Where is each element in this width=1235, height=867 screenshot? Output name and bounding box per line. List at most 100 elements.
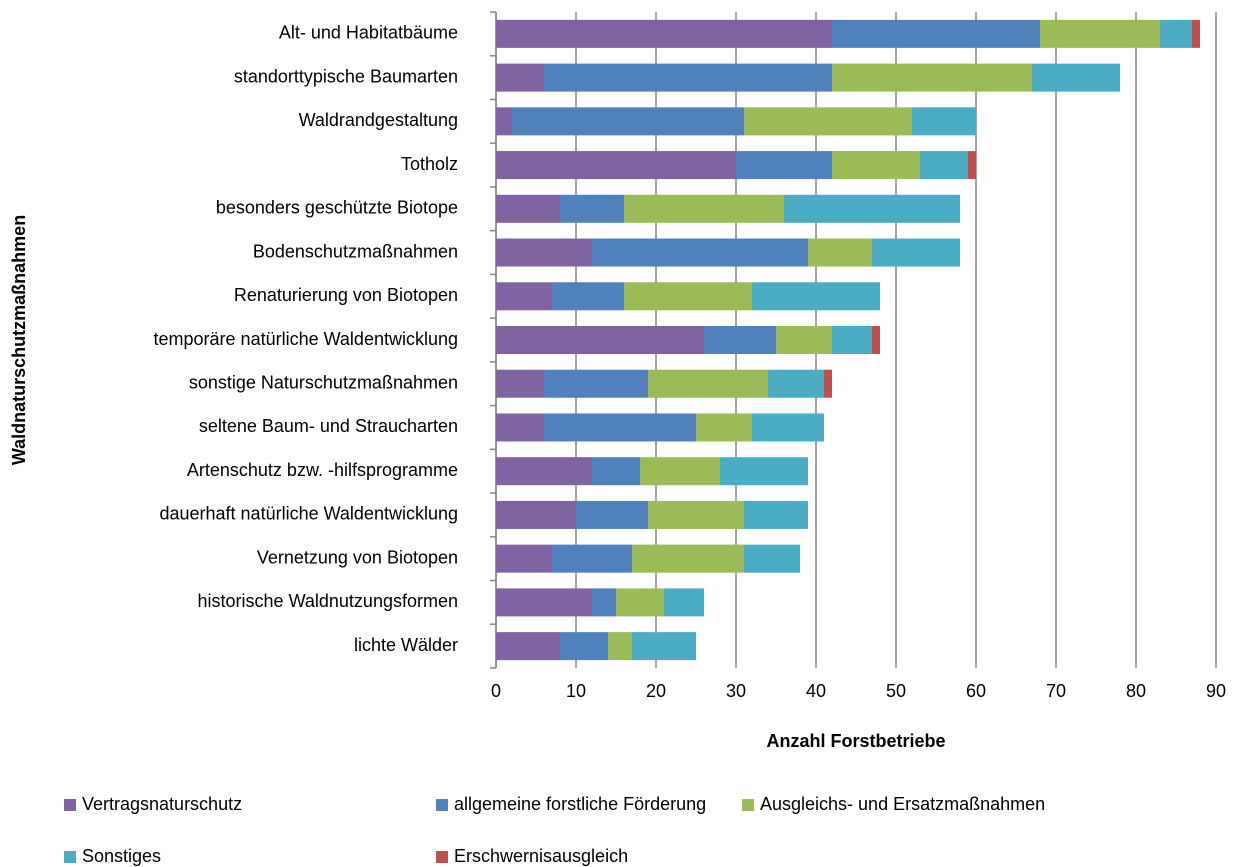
bar-segment <box>696 413 752 442</box>
bar-segment <box>624 194 784 223</box>
bar-segment <box>832 19 1040 48</box>
bar-segment <box>496 194 560 223</box>
bar-segment <box>496 369 544 398</box>
bar-segment <box>496 500 576 529</box>
bar-segment <box>1040 19 1160 48</box>
bar-segment <box>648 369 768 398</box>
y-tick-label: sonstige Naturschutzmaßnahmen <box>189 372 458 392</box>
bar-segment <box>496 238 592 267</box>
bar-segment <box>640 457 720 486</box>
bar-segment <box>872 238 960 267</box>
y-tick-label: Bodenschutzmaßnahmen <box>253 241 458 261</box>
bar-segment <box>664 588 704 617</box>
y-tick-label: temporäre natürliche Waldentwicklung <box>154 329 458 349</box>
legend-swatch <box>436 799 448 811</box>
bar-segment <box>576 500 648 529</box>
bar-segment <box>616 588 664 617</box>
bar-segment <box>512 107 744 136</box>
bar-segment <box>824 369 832 398</box>
x-tick-label: 70 <box>1046 681 1066 701</box>
bar-segment <box>648 500 744 529</box>
bar-segment <box>752 413 824 442</box>
x-tick-label: 80 <box>1126 681 1146 701</box>
y-axis-title: Waldnaturschutzmaßnahmen <box>9 215 29 465</box>
bar-segment <box>544 413 696 442</box>
legend-label: Ausgleichs- und Ersatzmaßnahmen <box>760 794 1045 814</box>
bar-segment <box>496 63 544 92</box>
bar-segment <box>552 544 632 573</box>
y-tick-label: besonders geschützte Biotope <box>216 198 458 218</box>
x-tick-label: 30 <box>726 681 746 701</box>
bar-segment <box>496 107 512 136</box>
y-tick-label: dauerhaft natürliche Waldentwicklung <box>159 504 458 524</box>
bar-segment <box>592 588 616 617</box>
legend-swatch <box>64 851 76 863</box>
bar-segment <box>832 151 920 180</box>
bar-segment <box>832 326 872 354</box>
bar-segment <box>496 588 592 617</box>
bar-segment <box>496 413 544 442</box>
bar-segment <box>592 238 808 267</box>
bar-segment <box>968 151 976 180</box>
x-tick-label: 20 <box>646 681 666 701</box>
bar-segment <box>632 544 744 573</box>
y-tick-label: lichte Wälder <box>354 635 458 655</box>
bar-segment <box>560 194 624 223</box>
y-tick-label: Artenschutz bzw. -hilfsprogramme <box>187 460 458 480</box>
x-tick-label: 40 <box>806 681 826 701</box>
bar-segment <box>912 107 976 136</box>
x-tick-label: 0 <box>491 681 501 701</box>
y-tick-label: Waldrandgestaltung <box>299 110 458 130</box>
bar-segment <box>808 238 872 267</box>
bar-segment <box>624 282 752 311</box>
y-tick-label: Alt- und Habitatbäume <box>279 23 458 43</box>
bar-segment <box>552 282 624 311</box>
bar-segment <box>592 457 640 486</box>
bar-segment <box>704 326 776 354</box>
bar-segment <box>496 632 560 661</box>
legend-swatch <box>742 799 754 811</box>
bar-segment <box>496 19 832 48</box>
x-tick-label: 60 <box>966 681 986 701</box>
legend-swatch <box>436 851 448 863</box>
bar-segment <box>496 282 552 311</box>
bar-segment <box>744 107 912 136</box>
bar-segment <box>776 326 832 354</box>
bar-segment <box>496 326 704 354</box>
y-tick-label: Totholz <box>401 154 458 174</box>
bar-segment <box>496 544 552 573</box>
bar-segment <box>1160 19 1192 48</box>
x-tick-label: 50 <box>886 681 906 701</box>
bar-segment <box>736 151 832 180</box>
bar-segment <box>608 632 632 661</box>
bar-segment <box>752 282 880 311</box>
x-tick-label: 10 <box>566 681 586 701</box>
bar-segment <box>784 194 960 223</box>
y-tick-label: standorttypische Baumarten <box>234 66 458 86</box>
legend-label: Vertragsnaturschutz <box>82 794 242 814</box>
bar-segment <box>872 326 880 354</box>
y-tick-label: Renaturierung von Biotopen <box>234 285 458 305</box>
y-tick-label: Vernetzung von Biotopen <box>257 547 458 567</box>
y-tick-label: historische Waldnutzungsformen <box>198 591 458 611</box>
x-tick-label: 90 <box>1206 681 1226 701</box>
legend-swatch <box>64 799 76 811</box>
bar-segment <box>544 369 648 398</box>
legend-label: allgemeine forstliche Förderung <box>454 794 706 814</box>
bar-segment <box>496 151 736 180</box>
bar-segment <box>744 500 808 529</box>
bar-segment <box>832 63 1032 92</box>
bar-segment <box>560 632 608 661</box>
bar-segment <box>1192 19 1200 48</box>
legend-label: Sonstiges <box>82 846 161 866</box>
bar-segment <box>1032 63 1120 92</box>
bar-segment <box>632 632 696 661</box>
bar-segment <box>496 457 592 486</box>
bar-segment <box>744 544 800 573</box>
y-tick-label: seltene Baum- und Straucharten <box>199 416 458 436</box>
bar-segment <box>544 63 832 92</box>
bar-segment <box>920 151 968 180</box>
legend-label: Erschwernisausgleich <box>454 846 628 866</box>
bar-segment <box>768 369 824 398</box>
